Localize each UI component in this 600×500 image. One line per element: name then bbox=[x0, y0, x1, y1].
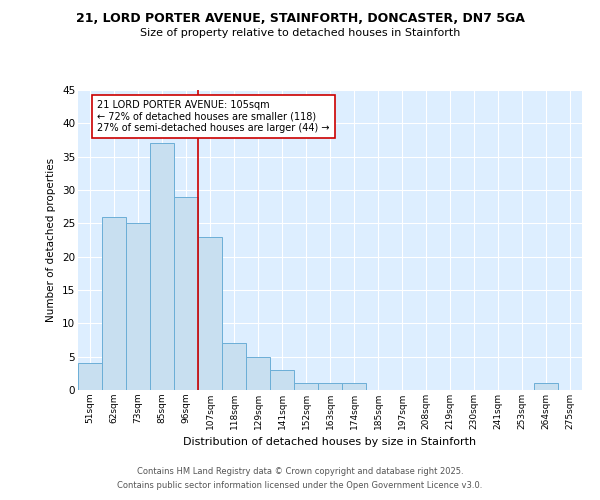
Bar bbox=[294, 384, 318, 390]
Bar bbox=[246, 356, 270, 390]
Bar bbox=[198, 236, 222, 390]
Y-axis label: Number of detached properties: Number of detached properties bbox=[46, 158, 56, 322]
Bar bbox=[222, 344, 246, 390]
Text: Size of property relative to detached houses in Stainforth: Size of property relative to detached ho… bbox=[140, 28, 460, 38]
Text: Contains HM Land Registry data © Crown copyright and database right 2025.: Contains HM Land Registry data © Crown c… bbox=[137, 467, 463, 476]
Bar bbox=[270, 370, 294, 390]
Text: 21 LORD PORTER AVENUE: 105sqm
← 72% of detached houses are smaller (118)
27% of : 21 LORD PORTER AVENUE: 105sqm ← 72% of d… bbox=[97, 100, 330, 133]
Bar bbox=[150, 144, 174, 390]
Bar bbox=[102, 216, 126, 390]
Bar bbox=[174, 196, 198, 390]
Bar bbox=[126, 224, 150, 390]
Bar bbox=[342, 384, 366, 390]
Text: 21, LORD PORTER AVENUE, STAINFORTH, DONCASTER, DN7 5GA: 21, LORD PORTER AVENUE, STAINFORTH, DONC… bbox=[76, 12, 524, 26]
Text: Contains public sector information licensed under the Open Government Licence v3: Contains public sector information licen… bbox=[118, 481, 482, 490]
Bar bbox=[534, 384, 558, 390]
Bar bbox=[318, 384, 342, 390]
X-axis label: Distribution of detached houses by size in Stainforth: Distribution of detached houses by size … bbox=[184, 438, 476, 448]
Bar bbox=[78, 364, 102, 390]
